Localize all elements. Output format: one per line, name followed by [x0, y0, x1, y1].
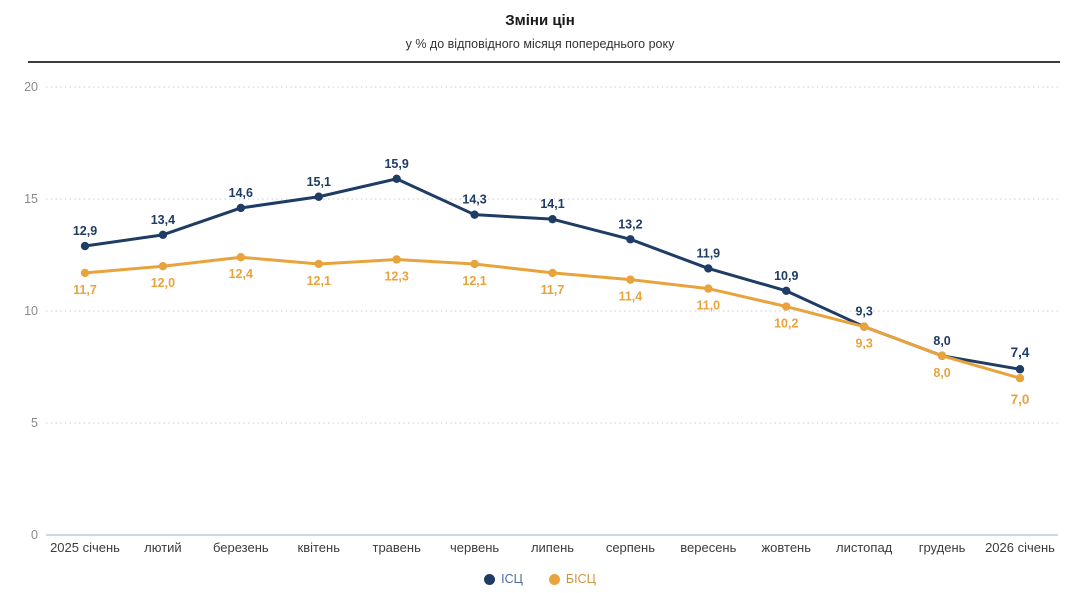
data-label-core-cpi: 12,4	[229, 267, 253, 281]
data-label-core-cpi: 11,7	[541, 283, 565, 297]
data-label-cpi: 11,9	[697, 246, 721, 260]
data-point-cpi	[236, 203, 246, 213]
data-point-core-cpi	[236, 253, 246, 262]
title-separator	[28, 61, 1060, 63]
x-axis-label: 2025 січень	[50, 540, 120, 555]
data-point-cpi	[782, 286, 791, 296]
data-point-cpi	[1015, 365, 1025, 374]
x-axis-label: вересень	[680, 540, 736, 555]
x-axis-label: квітень	[298, 540, 341, 555]
x-axis-label: жовтень	[761, 540, 811, 555]
data-label-cpi: 15,1	[307, 175, 331, 189]
legend: ІСЦ БІСЦ	[0, 572, 1080, 586]
data-label-core-cpi: 10,2	[774, 317, 798, 331]
x-axis-label: березень	[213, 540, 269, 555]
data-point-core-cpi	[392, 255, 401, 264]
y-axis-label: 5	[31, 416, 38, 430]
data-point-core-cpi	[782, 302, 791, 311]
data-label-cpi: 14,3	[462, 193, 486, 207]
data-label-cpi: 13,4	[151, 213, 175, 227]
data-label-core-cpi: 12,1	[462, 274, 486, 288]
data-label-cpi: 7,4	[1011, 345, 1030, 360]
core-cpi-legend-marker-icon	[548, 573, 560, 585]
x-axis-label: грудень	[919, 540, 966, 555]
data-point-cpi	[626, 235, 635, 244]
data-point-core-cpi	[704, 284, 713, 293]
cpi-legend-label: ІСЦ	[501, 572, 523, 586]
x-axis-label: серпень	[606, 540, 655, 555]
data-label-cpi: 14,6	[229, 186, 253, 200]
data-label-core-cpi: 11,4	[619, 290, 643, 304]
data-label-cpi: 13,2	[618, 217, 642, 231]
data-label-core-cpi: 9,3	[855, 337, 872, 351]
y-axis-label: 0	[31, 528, 38, 542]
data-label-cpi: 12,9	[73, 224, 97, 238]
legend-item-core-cpi[interactable]: БІСЦ	[548, 572, 596, 586]
x-axis-label: лютий	[144, 540, 182, 555]
chart-title: Зміни цін	[505, 12, 575, 29]
x-axis-label: червень	[450, 540, 499, 555]
x-axis-label: липень	[531, 540, 574, 555]
data-point-core-cpi	[470, 259, 479, 269]
data-point-core-cpi	[80, 268, 90, 278]
data-label-core-cpi: 12,0	[151, 276, 175, 290]
y-axis-label: 15	[24, 192, 38, 206]
data-label-core-cpi: 11,7	[73, 283, 97, 297]
cpi-legend-marker-icon	[484, 573, 496, 585]
data-label-core-cpi: 11,0	[697, 299, 721, 313]
data-label-core-cpi: 12,3	[384, 269, 408, 283]
data-point-core-cpi	[548, 268, 557, 278]
x-axis-label: травень	[372, 540, 421, 555]
y-axis-label: 10	[24, 304, 38, 318]
data-label-core-cpi: 7,0	[1011, 392, 1030, 407]
chart-subtitle: у % до відповідного місяця попереднього …	[405, 37, 675, 51]
data-label-cpi: 8,0	[933, 334, 950, 348]
data-label-cpi: 9,3	[855, 305, 872, 319]
x-axis-label: 2026 січень	[985, 540, 1055, 555]
data-point-core-cpi	[1015, 374, 1025, 383]
data-point-core-cpi	[937, 351, 947, 360]
data-label-core-cpi: 12,1	[307, 274, 331, 288]
y-axis-label: 20	[24, 80, 38, 94]
data-point-core-cpi	[158, 262, 168, 271]
data-point-cpi	[80, 241, 90, 251]
data-point-core-cpi	[314, 259, 323, 269]
data-point-cpi	[158, 230, 168, 240]
x-axis-label: листопад	[836, 540, 893, 555]
data-label-core-cpi: 8,0	[933, 366, 950, 380]
data-point-cpi	[470, 210, 479, 219]
data-label-cpi: 15,9	[384, 157, 408, 171]
legend-item-cpi[interactable]: ІСЦ	[484, 572, 523, 586]
data-label-cpi: 14,1	[540, 197, 564, 211]
data-point-cpi	[314, 192, 323, 201]
data-point-cpi	[704, 264, 713, 273]
data-point-core-cpi	[859, 322, 869, 331]
core-cpi-legend-label: БІСЦ	[565, 572, 596, 586]
data-point-cpi	[392, 174, 401, 184]
data-point-cpi	[548, 214, 557, 224]
data-label-cpi: 10,9	[774, 269, 798, 283]
data-point-core-cpi	[626, 275, 635, 284]
